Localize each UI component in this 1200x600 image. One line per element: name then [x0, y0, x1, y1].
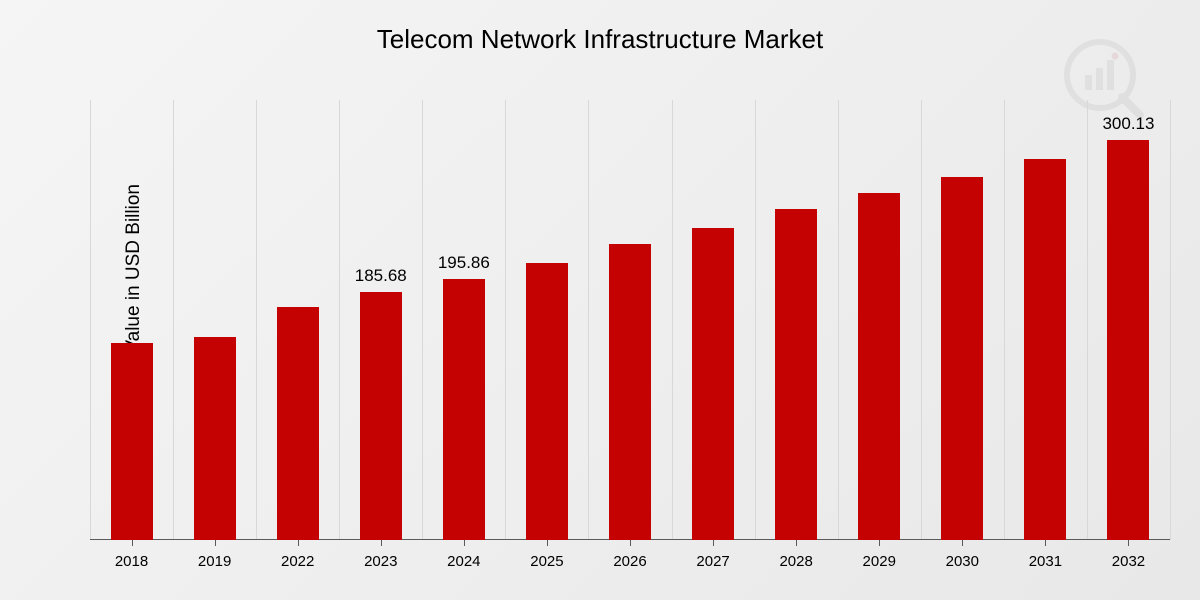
x-axis-label: 2023: [339, 553, 422, 570]
bar-value-label: 195.86: [438, 253, 490, 273]
bar: [526, 263, 568, 540]
bar-slot: [173, 100, 256, 540]
x-tick: [879, 540, 880, 546]
x-tick: [464, 540, 465, 546]
bar-slot: 300.13: [1087, 100, 1170, 540]
bar-slot: [672, 100, 755, 540]
plot-area: 185.68 195.86 300.13: [90, 100, 1170, 540]
x-tick: [962, 540, 963, 546]
x-axis-label: 2024: [422, 553, 505, 570]
bar-slot: [1004, 100, 1087, 540]
x-tick: [298, 540, 299, 546]
grid-line: [1170, 100, 1171, 540]
bar: 185.68: [360, 292, 402, 540]
bar-slot: [90, 100, 173, 540]
x-tick: [630, 540, 631, 546]
bar-slot: [505, 100, 588, 540]
x-tick: [713, 540, 714, 546]
x-axis-label: 2029: [838, 553, 921, 570]
x-axis-label: 2025: [505, 553, 588, 570]
chart-title: Telecom Network Infrastructure Market: [377, 24, 823, 55]
bar-slot: 195.86: [422, 100, 505, 540]
bar-slot: 185.68: [339, 100, 422, 540]
bar-slot: [256, 100, 339, 540]
x-tick: [796, 540, 797, 546]
x-tick: [132, 540, 133, 546]
bar: 300.13: [1107, 140, 1149, 540]
x-axis-label: 2027: [672, 553, 755, 570]
bar: [1024, 159, 1066, 540]
bar: 195.86: [443, 279, 485, 540]
bar-slot: [838, 100, 921, 540]
x-tick: [547, 540, 548, 546]
chart-container: Telecom Network Infrastructure Market Ma…: [0, 0, 1200, 600]
bar: [111, 343, 153, 540]
bar: [941, 177, 983, 540]
x-axis-labels: 2018201920222023202420252026202720282029…: [90, 553, 1170, 570]
x-axis-label: 2018: [90, 553, 173, 570]
x-tick: [381, 540, 382, 546]
bar-slot: [921, 100, 1004, 540]
bar: [858, 193, 900, 540]
x-axis-label: 2030: [921, 553, 1004, 570]
x-axis-label: 2032: [1087, 553, 1170, 570]
x-tick: [1128, 540, 1129, 546]
bar: [609, 244, 651, 540]
bar-slot: [588, 100, 671, 540]
x-axis-label: 2026: [588, 553, 671, 570]
bars-wrap: 185.68 195.86 300.13: [90, 100, 1170, 540]
x-axis-label: 2031: [1004, 553, 1087, 570]
bar: [775, 209, 817, 540]
x-axis-label: 2028: [755, 553, 838, 570]
bar-value-label: 185.68: [355, 266, 407, 286]
bar: [277, 307, 319, 540]
x-axis-label: 2022: [256, 553, 339, 570]
bar-value-label: 300.13: [1102, 114, 1154, 134]
x-tick: [215, 540, 216, 546]
x-axis-label: 2019: [173, 553, 256, 570]
bar: [194, 337, 236, 540]
bar: [692, 228, 734, 540]
bar-slot: [755, 100, 838, 540]
x-tick: [1045, 540, 1046, 546]
